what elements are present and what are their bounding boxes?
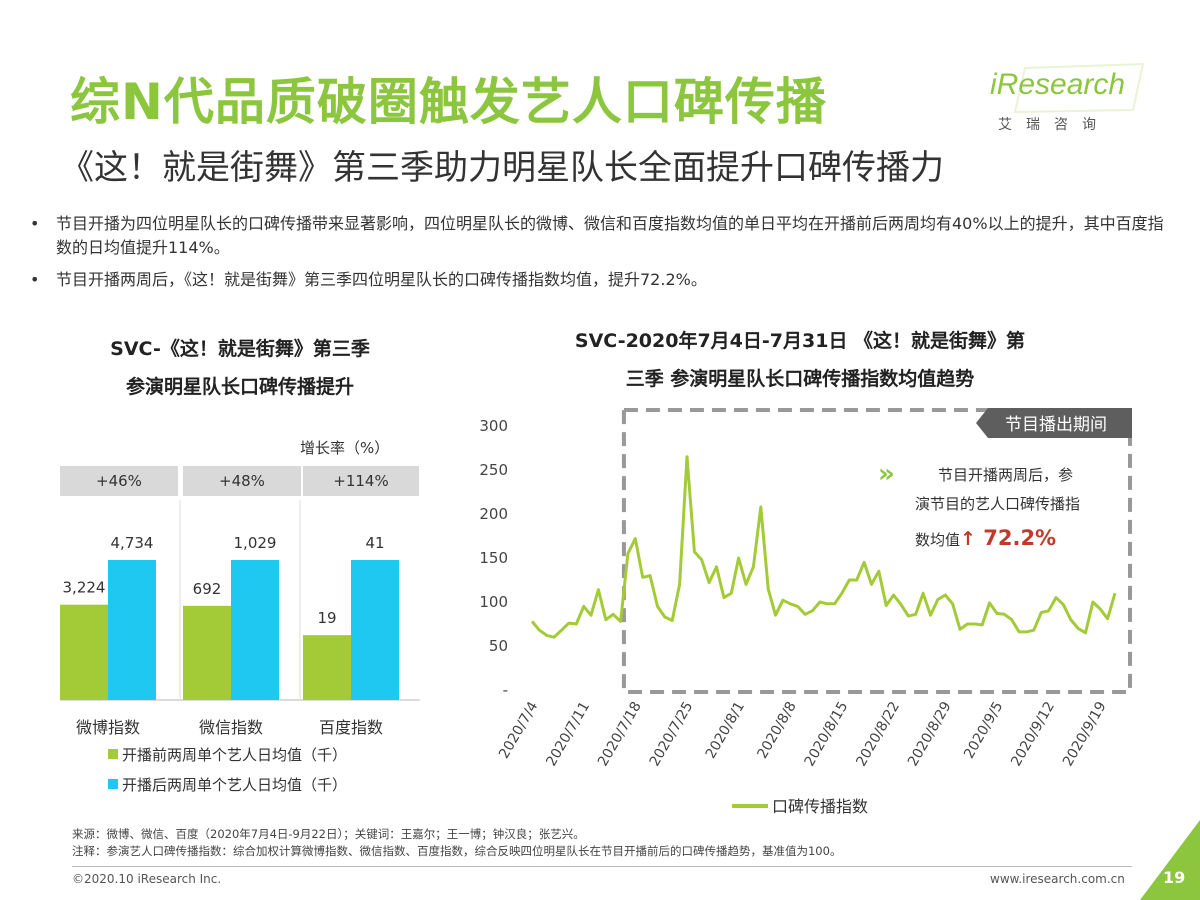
left-chart-title-line1: SVC-《这！就是街舞》第三季 <box>110 338 370 360</box>
badge-label: 节目播出期间 <box>1005 415 1107 435</box>
y-tick-label: 150 <box>479 549 508 567</box>
legend-item-after: 开播后两周单个艺人日均值（千） <box>108 770 347 800</box>
y-tick-label: 250 <box>479 461 508 479</box>
legend-item-before: 开播前两周单个艺人日均值（千） <box>108 740 347 770</box>
growth-cell-weibo: +46% <box>60 466 178 496</box>
line-chart: 300 250 200 150 100 50 - 节目播出期间 » 节目开播两周后，参演节目的艺人… <box>479 408 1132 816</box>
bar-value-label-after: 4,734 <box>111 534 154 552</box>
note-line-2: 演节目的艺人口碑传播指 <box>915 495 1080 513</box>
bar-before <box>183 605 231 700</box>
bar-chart: 3,224 4,734 微博指数 692 1,029 微信指数 19 41 百度指数 <box>60 500 420 737</box>
bullet-dot: • <box>30 214 40 233</box>
bar-before <box>303 635 351 700</box>
up-arrow-icon: ↑ <box>960 528 976 550</box>
footer-note: 注释：参演艺人口碑传播指数：综合加权计算微博指数、微信指数、百度指数，综合反映四… <box>72 844 842 858</box>
bar-after <box>108 560 156 700</box>
y-tick-label: - <box>503 681 508 699</box>
x-tick-label: 2020/8/15 <box>802 699 852 769</box>
bar-value-label-before: 19 <box>317 609 336 627</box>
y-tick-label: 50 <box>489 637 508 655</box>
footer-notes: 来源：微博、微信、百度（2020年7月4日-9月22日）；关键词：王嘉尔；王一博… <box>72 826 841 860</box>
line-chart-legend: 口碑传播指数 <box>732 797 868 816</box>
bullet-1: • 节目开播为四位明星队长的口碑传播带来显著影响，四位明星队长的微博、微信和百度… <box>30 212 1170 260</box>
logo-cn: 艾瑞咨询 <box>998 117 1110 133</box>
right-chart-title: SVC-2020年7月4日-7月31日 《这！就是街舞》第 三季 参演明星队长口… <box>470 322 1130 398</box>
bar-value-label-after: 1,029 <box>234 534 277 552</box>
left-chart-title: SVC-《这！就是街舞》第三季 参演明星队长口碑传播提升 <box>60 330 420 406</box>
bar-before <box>60 604 108 700</box>
x-tick-label: 2020/8/29 <box>905 699 955 769</box>
x-tick-label: 2020/7/4 <box>496 699 541 762</box>
bar-value-label-before: 692 <box>193 580 222 598</box>
y-tick-label: 200 <box>479 505 508 523</box>
x-tick-label: 2020/9/12 <box>1008 699 1058 769</box>
logo-word: iResearch <box>990 68 1126 101</box>
x-tick-label: 2020/9/5 <box>961 699 1006 761</box>
footer-divider <box>72 866 1132 867</box>
y-tick-label: 100 <box>479 593 508 611</box>
bar-category-label: 微信指数 <box>199 718 263 737</box>
footer-source: 来源：微博、微信、百度（2020年7月4日-9月22日）；关键词：王嘉尔；王一博… <box>72 827 585 841</box>
x-tick-label: 2020/7/18 <box>595 699 645 769</box>
bar-category-label: 百度指数 <box>319 718 383 737</box>
growth-cell-weixin: +48% <box>183 466 301 496</box>
legend-swatch-green <box>108 749 118 759</box>
y-tick-label: 300 <box>479 417 508 435</box>
bullet-1-text: 节目开播为四位明星队长的口碑传播带来显著影响，四位明星队长的微博、微信和百度指数… <box>56 214 1164 257</box>
website-link[interactable]: www.iresearch.com.cn <box>990 872 1125 886</box>
page-title: 综N代品质破圈触发艺人口碑传播 <box>70 73 827 131</box>
page-subtitle: 《这！就是街舞》第三季助力明星队长全面提升口碑传播力 <box>60 148 944 188</box>
x-tick-label: 2020/8/1 <box>703 699 748 761</box>
series-line-koubei <box>530 455 1117 639</box>
bar-value-label-after: 41 <box>365 534 384 552</box>
page-number: 19 <box>1163 868 1186 887</box>
bar-chart-legend: 开播前两周单个艺人日均值（千） 开播后两周单个艺人日均值（千） <box>108 740 347 800</box>
double-chevron-icon: » <box>878 459 895 489</box>
x-tick-label: 2020/7/25 <box>647 699 697 769</box>
right-chart-title-line2: 三季 参演明星队长口碑传播指数均值趋势 <box>625 368 975 390</box>
x-tick-label: 2020/8/8 <box>754 699 799 761</box>
bullet-2: • 节目开播两周后，《这！就是街舞》第三季四位明星队长的口碑传播指数均值，提升7… <box>30 268 1170 292</box>
right-chart-title-line1: SVC-2020年7月4日-7月31日 《这！就是街舞》第 <box>574 330 1026 352</box>
note-value: 72.2% <box>976 526 1056 550</box>
bullet-2-text: 节目开播两周后，《这！就是街舞》第三季四位明星队长的口碑传播指数均值，提升72.… <box>56 270 707 289</box>
note-line-3: 数均值↑ 72.2% <box>915 526 1056 550</box>
iresearch-logo <box>1013 62 1145 114</box>
bullet-dot: • <box>30 270 40 289</box>
broadcast-period-frame <box>621 408 1132 694</box>
left-chart-title-line2: 参演明星队长口碑传播提升 <box>125 376 354 398</box>
corner-decoration <box>1140 820 1200 900</box>
note-line-1: 节目开播两周后，参 <box>938 466 1073 484</box>
legend-label-before: 开播前两周单个艺人日均值（千） <box>122 746 348 764</box>
x-tick-label: 2020/9/19 <box>1060 699 1110 769</box>
broadcast-period-badge: 节目播出期间 <box>976 408 1132 438</box>
x-tick-label: 2020/8/22 <box>853 699 903 769</box>
legend-label-after: 开播后两周单个艺人日均值（千） <box>122 776 348 794</box>
growth-cell-baidu: +114% <box>303 466 419 496</box>
badge-shape <box>976 408 1132 438</box>
legend-label-koubei: 口碑传播指数 <box>772 797 868 816</box>
bar-category-label: 微博指数 <box>76 718 140 737</box>
growth-rate-label: 增长率（%） <box>300 439 390 457</box>
note-text: 数均值 <box>915 531 960 549</box>
bar-after <box>231 560 279 700</box>
copyright: ©2020.10 iResearch Inc. <box>72 872 222 886</box>
bar-after <box>351 560 399 700</box>
bar-value-label-before: 3,224 <box>63 579 106 597</box>
x-tick-label: 2020/7/11 <box>543 699 593 769</box>
legend-swatch-blue <box>108 779 118 789</box>
